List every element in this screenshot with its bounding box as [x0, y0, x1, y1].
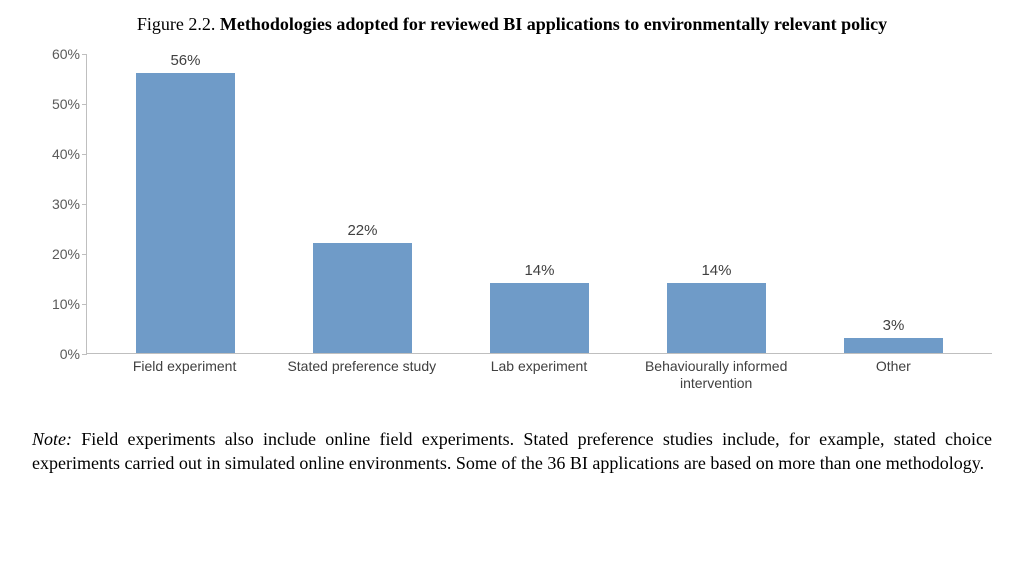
- y-tick-label: 40%: [52, 146, 80, 162]
- note-label: Note:: [32, 429, 72, 449]
- x-axis-label: Stated preference study: [282, 358, 441, 392]
- bar: [136, 73, 235, 353]
- bar: [667, 283, 766, 353]
- bar-value-label: 14%: [701, 262, 731, 279]
- x-axis-label: Lab experiment: [459, 358, 618, 392]
- y-tick-mark: [82, 154, 87, 155]
- y-tick-mark: [82, 354, 87, 355]
- bar-value-label: 22%: [347, 222, 377, 239]
- bar: [313, 243, 412, 353]
- y-tick-label: 60%: [52, 46, 80, 62]
- plot-area: 56% 22% 14% 14% 3%: [86, 54, 992, 354]
- y-tick-mark: [82, 304, 87, 305]
- bar: [490, 283, 589, 353]
- y-tick-label: 50%: [52, 96, 80, 112]
- y-tick-mark: [82, 254, 87, 255]
- bar-value-label: 3%: [883, 317, 905, 334]
- y-tick-mark: [82, 54, 87, 55]
- bar-group: 3%: [814, 317, 973, 353]
- x-axis-label: Other: [814, 358, 973, 392]
- y-tick-mark: [82, 104, 87, 105]
- x-axis-label: Behaviourally informed intervention: [636, 358, 795, 392]
- bar-chart: 0%10%20%30%40%50%60% 56%22%14%14%3% Fiel…: [32, 54, 992, 414]
- bar-group: 22%: [283, 222, 442, 353]
- y-tick-label: 30%: [52, 196, 80, 212]
- figure-number-label: Figure 2.2.: [137, 14, 216, 34]
- figure-note: Note: Field experiments also include onl…: [32, 428, 992, 475]
- y-tick-mark: [82, 204, 87, 205]
- y-tick-label: 0%: [60, 346, 80, 362]
- bars-container: 56% 22% 14% 14% 3%: [87, 54, 992, 353]
- x-axis-label: Field experiment: [105, 358, 264, 392]
- figure-container: Figure 2.2. Methodologies adopted for re…: [0, 0, 1024, 569]
- bar: [844, 338, 943, 353]
- y-tick-label: 20%: [52, 246, 80, 262]
- bar-group: 14%: [637, 262, 796, 353]
- figure-title: Methodologies adopted for reviewed BI ap…: [220, 14, 887, 34]
- bar-group: 14%: [460, 262, 619, 353]
- x-axis-labels: Field experiment Stated preference study L…: [86, 358, 992, 392]
- y-axis: 0%10%20%30%40%50%60%: [32, 54, 86, 354]
- figure-caption: Figure 2.2. Methodologies adopted for re…: [72, 12, 952, 36]
- y-tick-label: 10%: [52, 296, 80, 312]
- bar-group: 56%: [106, 52, 265, 353]
- note-text: Field experiments also include online fi…: [32, 429, 992, 472]
- bar-value-label: 56%: [170, 52, 200, 69]
- bar-value-label: 14%: [524, 262, 554, 279]
